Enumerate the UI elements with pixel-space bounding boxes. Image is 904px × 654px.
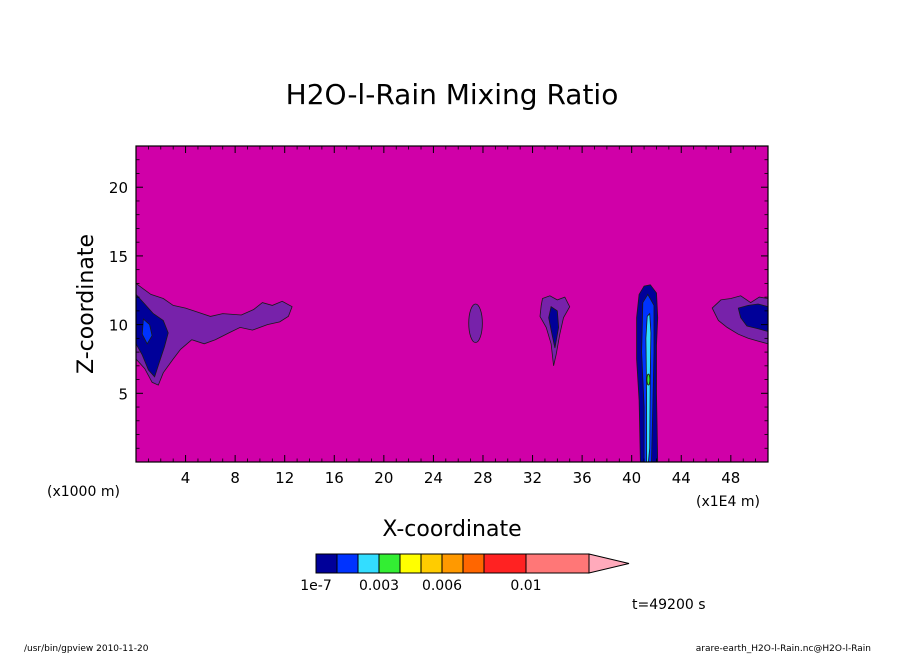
cell-27-region	[468, 303, 483, 343]
colorbar-swatch-4	[399, 553, 422, 574]
colorbar-swatch-2	[357, 553, 380, 574]
colorbar-swatch-6	[441, 553, 464, 574]
x-tick-label-28: 28	[473, 469, 492, 487]
plot-area	[135, 145, 769, 463]
x-tick-label-48: 48	[721, 469, 740, 487]
colorbar-swatch-5	[420, 553, 443, 574]
left-inner-region	[141, 318, 153, 345]
x-tick-label-44: 44	[672, 469, 691, 487]
right-edge-core	[737, 303, 768, 332]
y-tick-label-20: 20	[109, 179, 128, 197]
colorbar: 1e-7 0.003 0.006 0.01	[300, 553, 630, 594]
x-tick-label-16: 16	[325, 469, 344, 487]
y-tick-label-5: 5	[118, 385, 128, 403]
cell-34-core	[548, 306, 560, 349]
y-ticks: 5 10 15 20	[109, 159, 768, 449]
colorbar-swatch-1	[336, 553, 359, 574]
colorbar-label-0: 1e-7	[300, 578, 331, 594]
footer-right: arare-earth_H2O-l-Rain.nc@H2O-l-Rain	[696, 644, 871, 654]
x-tick-label-32: 32	[523, 469, 542, 487]
y-axis-label: Z-coordinate	[74, 234, 99, 374]
colorbar-label-3: 0.01	[510, 578, 541, 594]
colorbar-swatch-8	[483, 553, 527, 574]
x-tick-label-4: 4	[181, 469, 191, 487]
contour-fields	[136, 282, 768, 462]
colorbar-label-2: 0.006	[422, 578, 462, 594]
x-tick-label-12: 12	[275, 469, 294, 487]
footer-left: /usr/bin/gpview 2010-11-20	[24, 644, 149, 654]
x-axis-label: X-coordinate	[382, 517, 521, 542]
colorbar-extension	[588, 553, 630, 574]
y-tick-label-15: 15	[109, 248, 128, 266]
colorbar-swatch-9	[525, 553, 590, 574]
left-anvil-region	[136, 282, 293, 386]
chart-title: H2O-l-Rain Mixing Ratio	[286, 78, 619, 111]
x-tick-label-8: 8	[230, 469, 240, 487]
x-tick-label-40: 40	[622, 469, 641, 487]
plot-background	[136, 146, 768, 462]
colorbar-label-1: 0.003	[359, 578, 399, 594]
rain-shaft-inner	[645, 312, 652, 462]
colorbar-swatch-7	[462, 553, 485, 574]
x-unit-left-label: (x1000 m)	[47, 484, 120, 500]
x-tick-label-24: 24	[424, 469, 443, 487]
time-annotation: t=49200 s	[632, 597, 706, 613]
colorbar-swatch-3	[378, 553, 401, 574]
colorbar-swatch-0	[315, 553, 338, 574]
x-ticks: 4 8 12 16 20 24 28 32 36 40 44 48	[147, 146, 757, 487]
x-unit-right-label: (x1E4 m)	[696, 494, 760, 510]
plot-frame	[135, 145, 769, 463]
x-tick-label-20: 20	[374, 469, 393, 487]
x-tick-label-36: 36	[573, 469, 592, 487]
y-tick-label-10: 10	[109, 317, 128, 335]
rain-shaft-peak	[646, 373, 651, 386]
